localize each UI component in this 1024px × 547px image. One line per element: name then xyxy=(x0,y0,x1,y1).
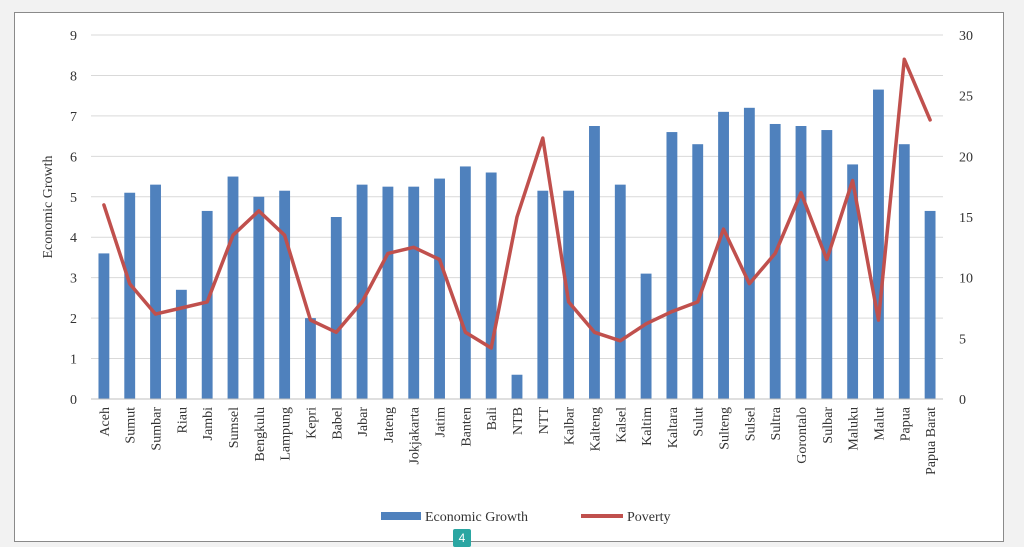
bar-sultra xyxy=(769,123,781,399)
bar-kaltim xyxy=(640,273,652,399)
chart-frame: 0 1 2 3 4 5 6 7 8 9 0 5 10 15 20 25 30 Aceh Sumut Sumbar Ria… xyxy=(14,12,1004,542)
y-tick-label-right: 0 xyxy=(959,393,966,408)
page-number-badge: 4 xyxy=(453,529,471,547)
x-tick-label: Lampung xyxy=(279,407,294,461)
x-tick-label: Maluku xyxy=(847,407,862,451)
y-tick-label-left: 8 xyxy=(70,69,77,84)
bar-sulbar xyxy=(821,130,833,399)
x-tick-label: NTB xyxy=(511,407,526,435)
y-tick-label-left: 3 xyxy=(70,272,77,287)
x-tick-label: Bengkulu xyxy=(253,407,268,461)
legend-swatch-economic-growth xyxy=(381,512,421,520)
bar-jambi xyxy=(201,210,213,399)
y-tick-label-left: 5 xyxy=(70,191,77,206)
bar-jatim xyxy=(434,178,445,399)
x-tick-label: Gorontalo xyxy=(795,407,810,464)
bar-jokjakarta xyxy=(408,186,420,399)
x-tick-label: Babel xyxy=(330,407,345,440)
bar-series-economic-growth xyxy=(98,89,936,400)
bar-bengkulu xyxy=(253,196,265,399)
y-tick-label-left: 7 xyxy=(70,110,77,125)
x-tick-label: Kaltim xyxy=(640,407,655,446)
bar-jabar xyxy=(356,184,368,399)
y-tick-label-right: 15 xyxy=(959,211,973,226)
y-tick-label-right: 20 xyxy=(959,150,973,165)
x-tick-label: Malut xyxy=(872,407,887,441)
x-tick-label: Sumbar xyxy=(150,407,165,451)
bar-riau xyxy=(175,289,187,399)
bar-papua-barat xyxy=(924,210,936,399)
x-tick-label: Bali xyxy=(485,407,500,430)
x-tick-label: Jatim xyxy=(434,407,449,437)
y-axis-title: Economic Growth xyxy=(41,155,56,258)
x-tick-label: Riau xyxy=(175,407,190,433)
legend: Economic Growth Poverty xyxy=(381,510,671,525)
bar-sulsel xyxy=(743,107,755,400)
x-tick-label: Aceh xyxy=(98,407,113,437)
y-tick-label-right: 5 xyxy=(959,332,966,347)
bar-banten xyxy=(459,166,471,399)
x-tick-label: Banten xyxy=(459,407,474,447)
y-tick-label-left: 2 xyxy=(70,312,77,327)
y-tick-label-right: 30 xyxy=(959,29,973,44)
line-series-poverty xyxy=(102,57,932,350)
bar-sumsel xyxy=(227,176,239,399)
y-tick-label-left: 4 xyxy=(70,231,77,246)
bar-bali xyxy=(485,172,497,399)
bar-sumut xyxy=(124,192,136,399)
y-tick-label-left: 6 xyxy=(70,150,77,165)
bar-malut xyxy=(873,89,884,399)
x-tick-label: Kalsel xyxy=(614,407,629,443)
bar-maluku xyxy=(847,164,859,399)
x-tick-label: Sultra xyxy=(769,406,784,440)
x-tick-label: Sulut xyxy=(692,407,707,437)
x-tick-label: Kaltara xyxy=(666,406,681,448)
bar-sumbar xyxy=(150,184,161,399)
x-tick-label: Sumut xyxy=(124,407,139,444)
x-tick-label: Papua Barat xyxy=(924,407,939,475)
x-tick-label: Sumsel xyxy=(227,407,242,448)
legend-label-economic-growth: Economic Growth xyxy=(425,510,528,525)
bar-kepri xyxy=(305,318,316,399)
x-tick-label: Jokjakarta xyxy=(408,406,423,464)
y-tick-label-right: 25 xyxy=(959,90,973,105)
combo-chart: 0 1 2 3 4 5 6 7 8 9 0 5 10 15 20 25 30 Aceh Sumut Sumbar Ria… xyxy=(41,29,973,525)
x-tick-label: Jambi xyxy=(201,407,216,441)
x-tick-label: Papua xyxy=(898,406,913,441)
axes: 0 1 2 3 4 5 6 7 8 9 0 5 10 15 20 25 30 Aceh Sumut Sumbar Ria… xyxy=(70,29,973,475)
legend-label-poverty: Poverty xyxy=(627,510,671,525)
x-tick-label: Jabar xyxy=(356,407,371,437)
bar-papua xyxy=(898,144,910,399)
bar-gorontalo xyxy=(795,126,807,399)
x-tick-label: Kalteng xyxy=(588,407,603,451)
x-tick-label: NTT xyxy=(537,407,552,435)
x-tick-label: Sulsel xyxy=(743,407,758,441)
bar-sulut xyxy=(692,144,704,399)
x-tick-label: Sulbar xyxy=(821,407,836,444)
bar-kalteng xyxy=(589,126,600,399)
x-tick-label: Kepri xyxy=(304,407,319,439)
y-tick-label-right: 10 xyxy=(959,272,973,287)
x-tick-label: Kalbar xyxy=(563,407,578,445)
bar-kalsel xyxy=(614,184,626,399)
bar-lampung xyxy=(279,190,291,399)
bar-ntb xyxy=(511,374,523,399)
y-tick-label-left: 9 xyxy=(70,29,77,44)
y-tick-label-left: 1 xyxy=(70,353,77,368)
poverty-line xyxy=(102,57,932,350)
y-tick-label-left: 0 xyxy=(70,393,77,408)
bar-aceh xyxy=(98,253,110,399)
bar-sulteng xyxy=(718,111,729,399)
x-tick-label: Jateng xyxy=(382,407,397,443)
x-tick-label: Sulteng xyxy=(718,407,733,450)
bar-ntt xyxy=(537,190,549,399)
bar-babel xyxy=(330,217,342,399)
bar-jateng xyxy=(382,186,394,399)
bar-kaltara xyxy=(666,132,678,400)
